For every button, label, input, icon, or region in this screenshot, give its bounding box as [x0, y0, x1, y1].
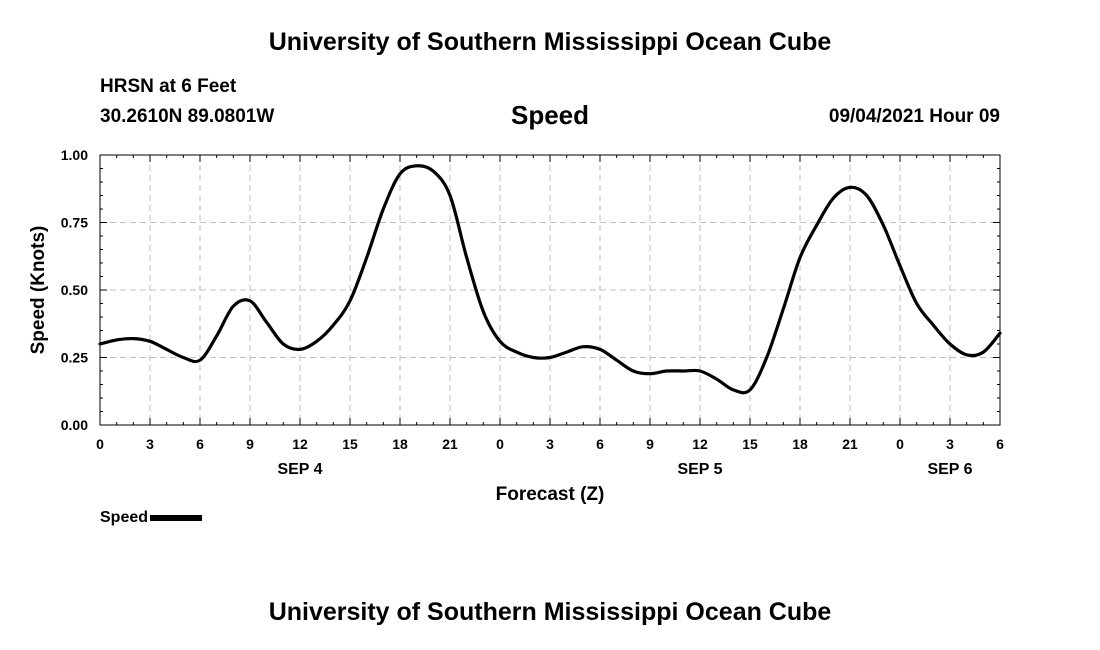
x-tick-label: 6: [596, 436, 604, 452]
series-line-speed: [98, 164, 1002, 395]
x-tick-label: 21: [442, 436, 458, 452]
grid: [100, 155, 1000, 425]
axis-ticks: [99, 154, 1001, 426]
chart-title: University of Southern Mississippi Ocean…: [268, 28, 832, 56]
x-tick-label: 18: [392, 436, 408, 452]
x-tick-labels: 0 3 6 9 12 15 18 21 0 3 6 9 12 15 18 21 0 3 6: [96, 436, 1004, 452]
x-tick-label: 0: [96, 436, 104, 452]
y-tick-labels: 0.00 0.25 0.50 0.75 1.00: [61, 147, 88, 433]
x-tick-label: 18: [792, 436, 808, 452]
footer-title: University of Southern Mississippi Ocean…: [268, 598, 832, 626]
day-labels: SEP 4 SEP 5 SEP 6: [277, 461, 972, 478]
x-tick-label: 3: [946, 436, 954, 452]
y-tick-label: 1.00: [61, 147, 88, 163]
x-tick-label: 9: [646, 436, 654, 452]
legend-label: Speed: [100, 509, 149, 526]
x-tick-label: 21: [842, 436, 858, 452]
x-tick-label: 6: [996, 436, 1004, 452]
x-tick-label: 3: [146, 436, 154, 452]
x-tick-label: 12: [292, 436, 308, 452]
day-label: SEP 6: [927, 461, 972, 478]
x-tick-label: 0: [496, 436, 504, 452]
y-tick-label: 0.00: [61, 417, 88, 433]
x-tick-label: 0: [896, 436, 904, 452]
variable-title: Speed: [510, 100, 590, 130]
legend: Speed: [100, 509, 203, 527]
y-axis-title: Speed (Knots): [28, 226, 49, 355]
x-tick-label: 6: [196, 436, 204, 452]
datetime-label: 09/04/2021 Hour 09: [828, 106, 1000, 127]
y-tick-label: 0.25: [61, 350, 88, 366]
day-label: SEP 5: [677, 461, 722, 478]
y-tick-label: 0.50: [61, 282, 88, 298]
x-tick-label: 9: [246, 436, 254, 452]
x-axis-title: Forecast (Z): [496, 484, 605, 505]
coordinates-label: 30.2610N 89.0801W: [100, 106, 275, 127]
x-tick-label: 3: [546, 436, 554, 452]
station-label: HRSN at 6 Feet: [100, 76, 237, 97]
y-tick-label: 0.75: [61, 215, 88, 231]
x-tick-label: 12: [692, 436, 708, 452]
x-tick-label: 15: [742, 436, 758, 452]
day-label: SEP 4: [277, 461, 322, 478]
legend-swatch: [150, 515, 203, 521]
x-tick-label: 15: [342, 436, 358, 452]
